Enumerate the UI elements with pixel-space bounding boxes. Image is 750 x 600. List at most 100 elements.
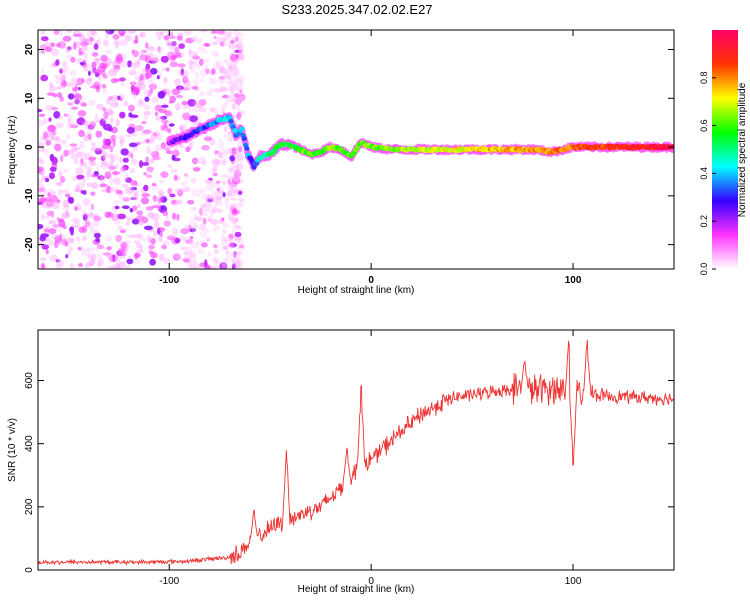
noise-blob bbox=[205, 68, 210, 75]
noise-blob bbox=[38, 141, 45, 148]
noise-blob bbox=[75, 184, 80, 193]
noise-blob bbox=[87, 133, 92, 140]
noise-blob bbox=[150, 252, 158, 259]
noise-blob bbox=[38, 96, 41, 102]
colorbar-tick-label: 0.8 bbox=[699, 72, 709, 85]
noise-blob bbox=[137, 218, 145, 226]
noise-blob bbox=[134, 76, 141, 80]
noise-blob bbox=[235, 149, 245, 156]
noise-blob bbox=[226, 74, 234, 80]
noise-blob bbox=[111, 134, 116, 142]
noise-blob bbox=[60, 154, 64, 163]
noise-blob bbox=[108, 153, 114, 159]
noise-blob bbox=[165, 67, 170, 72]
noise-blob bbox=[121, 205, 130, 209]
noise-blob bbox=[230, 59, 238, 67]
noise-blob bbox=[115, 189, 122, 195]
noise-blob bbox=[239, 95, 244, 101]
spectrogram-frame bbox=[37, 29, 675, 270]
noise-blob bbox=[193, 159, 199, 164]
noise-blob bbox=[228, 169, 233, 175]
noise-blob bbox=[196, 103, 204, 109]
noise-blob bbox=[129, 114, 139, 118]
noise-blob bbox=[54, 143, 62, 152]
noise-blob bbox=[239, 162, 243, 167]
noise-blob bbox=[133, 181, 138, 186]
noise-blob bbox=[223, 70, 230, 79]
noise-blob bbox=[102, 39, 108, 47]
noise-blob bbox=[82, 225, 88, 234]
noise-blob bbox=[55, 122, 64, 128]
snr-series-line bbox=[38, 339, 674, 567]
noise-blob bbox=[184, 251, 190, 256]
noise-blob bbox=[226, 244, 234, 250]
noise-blob bbox=[237, 109, 241, 113]
noise-blob bbox=[229, 67, 234, 75]
noise-blob bbox=[215, 180, 221, 184]
noise-blob bbox=[81, 248, 90, 257]
noise-blob bbox=[110, 102, 119, 108]
noise-blob bbox=[141, 193, 151, 198]
noise-blob bbox=[194, 216, 203, 222]
noise-blob bbox=[231, 250, 239, 257]
noise-blob bbox=[225, 147, 231, 154]
noise-blob bbox=[232, 257, 241, 264]
noise-blob bbox=[197, 216, 206, 220]
noise-blob bbox=[126, 218, 130, 226]
noise-blob bbox=[216, 208, 222, 213]
noise-blob bbox=[230, 37, 238, 43]
noise-blob bbox=[157, 227, 166, 232]
noise-blob bbox=[117, 30, 126, 36]
noise-blob bbox=[191, 241, 199, 249]
noise-blob bbox=[214, 195, 224, 201]
noise-blob bbox=[49, 166, 57, 172]
noise-blob bbox=[64, 149, 70, 157]
noise-blob bbox=[211, 68, 216, 75]
noise-blob bbox=[101, 83, 107, 89]
noise-blob bbox=[234, 157, 242, 161]
noise-blob bbox=[165, 39, 171, 45]
noise-blob bbox=[179, 235, 187, 242]
noise-blob bbox=[91, 61, 97, 70]
noise-blob bbox=[81, 97, 85, 103]
noise-blob bbox=[211, 228, 217, 232]
noise-blob bbox=[220, 103, 228, 110]
noise-blob bbox=[62, 168, 69, 173]
y-tick-label: 0 bbox=[24, 567, 35, 573]
y-tick-label: -20 bbox=[24, 237, 35, 252]
noise-blob bbox=[115, 162, 119, 169]
noise-blob bbox=[57, 189, 63, 196]
noise-blob bbox=[87, 70, 91, 76]
noise-blob bbox=[204, 206, 212, 212]
noise-blob bbox=[147, 237, 155, 244]
noise-blob bbox=[214, 192, 219, 197]
noise-blob bbox=[80, 190, 85, 194]
noise-blob bbox=[201, 144, 210, 151]
noise-blob bbox=[228, 84, 238, 92]
noise-blob bbox=[112, 154, 119, 162]
noise-blob bbox=[194, 263, 202, 269]
noise-blob bbox=[226, 250, 230, 255]
noise-blob bbox=[222, 180, 227, 186]
noise-blob bbox=[144, 139, 150, 143]
noise-blob bbox=[228, 186, 234, 194]
noise-blob bbox=[60, 189, 67, 194]
noise-blob bbox=[82, 213, 88, 221]
noise-blob bbox=[178, 86, 183, 93]
noise-blob bbox=[43, 226, 52, 234]
noise-blob bbox=[221, 263, 226, 269]
noise-blob bbox=[209, 194, 214, 202]
noise-blob bbox=[141, 140, 147, 145]
noise-blob bbox=[81, 120, 89, 126]
noise-blob bbox=[232, 253, 237, 260]
noise-blob bbox=[39, 172, 45, 176]
noise-blob bbox=[133, 66, 137, 71]
noise-blob bbox=[193, 51, 198, 58]
noise-blob bbox=[234, 217, 239, 222]
noise-blob bbox=[146, 174, 152, 178]
noise-blob bbox=[208, 106, 213, 113]
noise-blob bbox=[225, 69, 231, 78]
noise-blob bbox=[221, 38, 227, 42]
noise-blob bbox=[228, 134, 233, 142]
